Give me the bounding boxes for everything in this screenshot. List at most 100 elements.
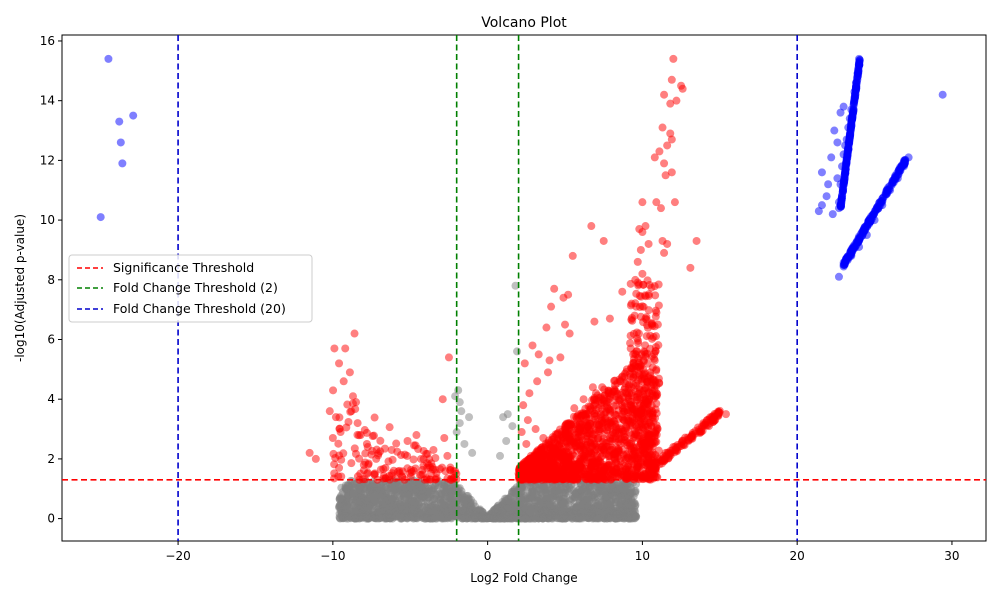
data-point [461,507,470,516]
significant-points [305,54,730,484]
data-point [641,466,650,475]
data-point [558,468,567,477]
data-point [531,425,540,434]
data-point [348,392,357,401]
nonsignificant-points [335,281,641,523]
data-point [369,431,378,440]
y-tick-label: 4 [47,392,55,406]
data-point [520,359,529,368]
data-point [538,514,547,523]
data-point [334,439,343,448]
legend-label-significance: Significance Threshold [113,260,254,275]
data-point [387,495,396,504]
data-point [355,513,364,522]
data-point [636,407,645,416]
data-point [387,445,396,454]
data-point [567,457,576,466]
data-point [652,332,661,341]
data-point [403,436,412,445]
data-point [839,186,848,195]
data-point [471,502,480,511]
data-point [570,404,579,413]
data-point [559,293,568,302]
data-point [355,454,364,463]
data-point [370,481,379,490]
data-point [372,454,381,463]
data-point [656,204,665,213]
data-point [412,431,421,440]
data-point [648,442,657,451]
data-point [584,410,593,419]
data-point [565,511,574,520]
data-point [630,311,639,320]
data-point [410,492,419,501]
data-point [605,391,614,400]
data-point [570,503,579,512]
data-point [652,198,661,207]
data-point [641,314,650,323]
data-point [654,280,663,289]
data-point [663,239,672,248]
data-point [395,466,404,475]
data-point [635,475,644,484]
data-point [491,504,500,513]
data-point [626,331,635,340]
data-point [388,455,397,464]
data-point [357,490,366,499]
data-point [672,96,681,105]
data-point [503,410,512,419]
data-point [444,353,453,362]
data-point [569,428,578,437]
data-point [452,428,461,437]
data-point [552,474,561,483]
data-point [337,511,346,520]
data-point [425,508,434,517]
data-point [667,168,676,177]
data-point [356,431,365,440]
data-point [431,490,440,499]
data-point [515,468,524,477]
data-point [541,495,550,504]
data-point [613,509,622,518]
data-point [678,84,687,93]
data-point [96,213,105,222]
x-tick-label: −10 [320,549,345,563]
data-point [470,510,479,519]
data-point [597,468,606,477]
data-point [336,493,345,502]
data-point [558,500,567,509]
data-point [478,514,487,523]
data-point [653,320,662,329]
data-point [353,472,362,481]
data-point [593,489,602,498]
data-point [579,395,588,404]
data-point [655,147,664,156]
data-point [543,368,552,377]
data-point [644,411,653,420]
data-point [632,302,641,311]
data-point [653,454,662,463]
x-tick-label: 0 [484,549,492,563]
data-point [455,491,464,500]
data-point [632,468,641,477]
data-point [443,451,452,460]
data-point [380,444,389,453]
data-point [605,314,614,323]
data-point [650,153,659,162]
x-tick-label: −20 [165,549,190,563]
data-point [594,426,603,435]
data-point [311,454,320,463]
y-tick-label: 12 [40,153,55,167]
data-point [592,481,601,490]
data-point [561,489,570,498]
data-point [620,462,629,471]
data-point [636,245,645,254]
data-point [872,203,881,212]
data-point [647,451,656,460]
data-point [568,464,577,473]
data-point [550,284,559,293]
data-point [356,497,365,506]
data-point [370,413,379,422]
data-point [704,422,713,431]
data-point [337,472,346,481]
